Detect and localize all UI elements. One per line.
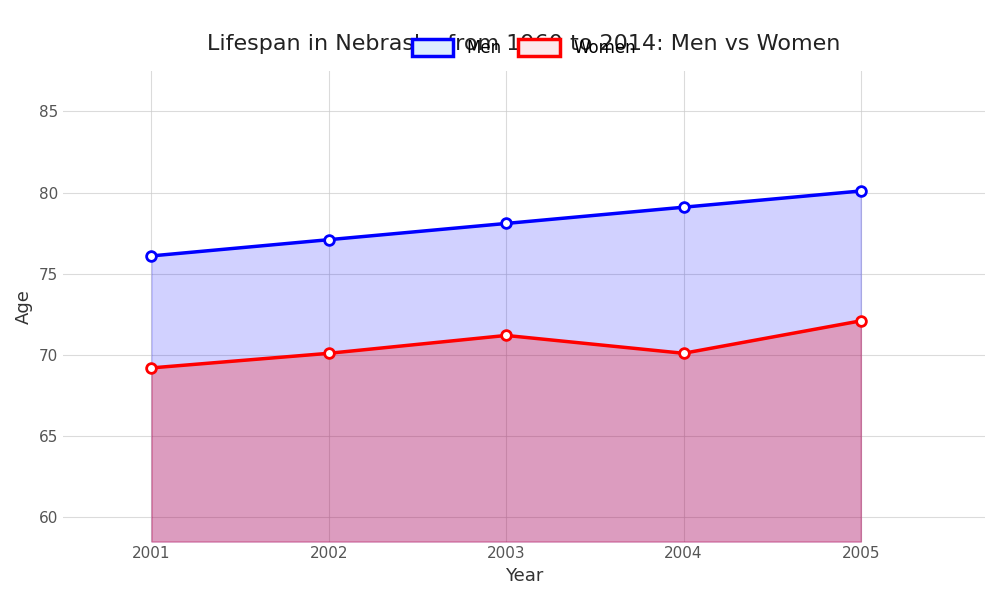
X-axis label: Year: Year [505, 567, 543, 585]
Y-axis label: Age: Age [15, 289, 33, 323]
Legend: Men, Women: Men, Women [405, 32, 643, 64]
Title: Lifespan in Nebraska from 1960 to 2014: Men vs Women: Lifespan in Nebraska from 1960 to 2014: … [207, 34, 841, 54]
